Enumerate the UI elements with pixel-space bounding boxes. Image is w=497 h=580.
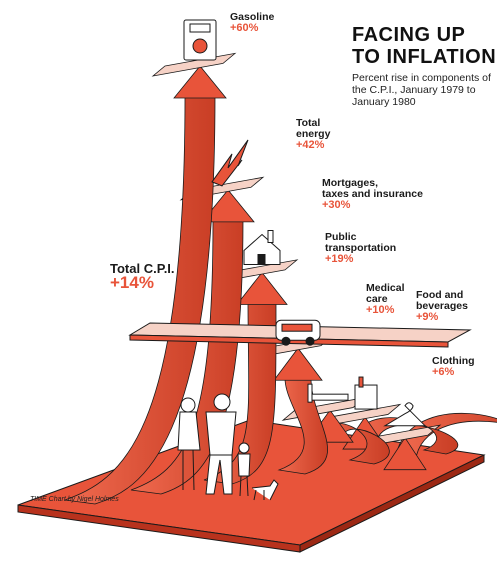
category-value: +60% bbox=[230, 22, 259, 34]
title-line-2: TO INFLATION bbox=[352, 46, 497, 68]
category-label: Public transportation +19% bbox=[325, 232, 396, 265]
category-name: Clothing bbox=[432, 355, 475, 367]
category-value: +10% bbox=[366, 304, 395, 316]
arrow-head bbox=[173, 65, 227, 99]
child-legs bbox=[239, 475, 249, 497]
arrow-5 bbox=[281, 396, 390, 465]
category-value: +30% bbox=[322, 199, 351, 211]
woman-head bbox=[180, 397, 196, 413]
gas-pump-icon bbox=[183, 19, 217, 61]
woman-body bbox=[177, 411, 201, 451]
category-value: +42% bbox=[296, 139, 325, 151]
category-name: Total energy bbox=[296, 117, 331, 140]
man-head bbox=[213, 393, 231, 411]
category-value: +6% bbox=[432, 366, 455, 378]
bus-icon bbox=[275, 319, 321, 346]
family-figures bbox=[177, 393, 279, 501]
dog bbox=[251, 479, 279, 501]
category-label: Clothing +6% bbox=[432, 356, 475, 378]
category-label: Total energy +42% bbox=[296, 118, 330, 151]
category-label: Gasoline +60% bbox=[230, 12, 274, 34]
clothes-hanger-icon bbox=[383, 402, 427, 427]
category-name: Public transportation bbox=[325, 231, 397, 254]
arrow-head bbox=[383, 436, 427, 471]
child-head bbox=[238, 442, 250, 454]
category-name: Mortgages, taxes and insurance bbox=[322, 177, 423, 200]
category-label: Mortgages, taxes and insurance +30% bbox=[322, 178, 423, 211]
arrow-head bbox=[236, 271, 288, 305]
arrow-head bbox=[273, 347, 323, 381]
total-cpi-label: Total C.P.I. +14% bbox=[110, 261, 175, 292]
title-line-1: FACING UP bbox=[352, 24, 466, 46]
category-name: Medical care bbox=[366, 282, 405, 305]
man-body bbox=[205, 411, 237, 456]
category-name: Gasoline bbox=[230, 11, 275, 23]
category-label: Food and beverages +9% bbox=[416, 290, 468, 323]
category-label: Medical care +10% bbox=[366, 283, 405, 316]
floor-platform-side bbox=[299, 454, 485, 553]
chart-title: FACING UP TO INFLATION bbox=[352, 24, 496, 68]
grocery-bag-icon bbox=[354, 376, 378, 410]
arrow-head bbox=[201, 189, 255, 223]
woman-legs bbox=[182, 449, 195, 491]
child-body bbox=[237, 453, 251, 477]
category-value: +9% bbox=[416, 311, 439, 323]
chart-credit: TIME Chart by Nigel Holmes bbox=[30, 496, 119, 503]
hospital-bed-icon bbox=[307, 383, 349, 403]
house-icon bbox=[243, 230, 281, 265]
lightning-bolt-icon bbox=[211, 139, 249, 187]
category-name: Food and beverages bbox=[416, 289, 468, 312]
chart-subtitle: Percent rise in components of the C.P.I.… bbox=[352, 72, 491, 108]
category-value: +19% bbox=[325, 253, 354, 265]
man-legs bbox=[205, 454, 233, 495]
total-cpi-name: Total C.P.I. bbox=[110, 261, 175, 276]
total-cpi-value: +14% bbox=[110, 273, 154, 292]
